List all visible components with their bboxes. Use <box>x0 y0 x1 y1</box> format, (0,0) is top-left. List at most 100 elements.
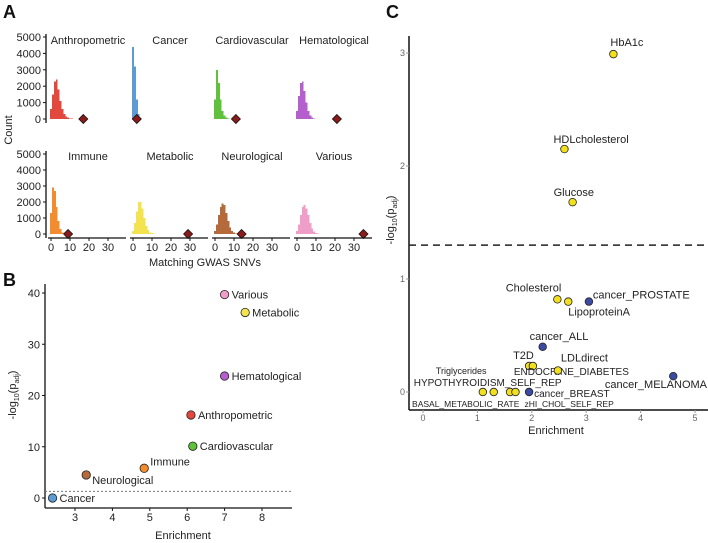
y-tick-label: 5000 <box>17 149 41 161</box>
point-ldldirect <box>553 366 563 375</box>
histogram-bar <box>225 213 228 234</box>
point-anthropometric <box>186 410 196 420</box>
histogram-bar <box>225 117 228 119</box>
facet-title: Neurological <box>221 151 282 163</box>
observed-diamond <box>331 113 342 125</box>
histogram-bar <box>57 221 60 234</box>
histogram-bar <box>67 117 70 119</box>
facet-cardiovascular: Cardiovascular <box>214 35 289 125</box>
histogram-bar <box>231 230 234 234</box>
x-tick-label: 7 <box>222 512 228 524</box>
histogram-bar <box>51 187 54 234</box>
histogram-bar <box>59 229 62 234</box>
histogram-bar <box>311 228 314 234</box>
histogram-bar <box>307 110 310 119</box>
histogram-bar <box>296 110 298 119</box>
y-tick-label: 0 <box>400 387 405 397</box>
point-label: Neurological <box>92 475 153 487</box>
facet-metabolic: Metabolic 0 10 20 30 <box>130 151 208 254</box>
histogram-bar <box>149 232 152 234</box>
histogram-bar <box>143 218 146 234</box>
x-tick-label: 30 <box>184 242 196 254</box>
observed-diamond <box>358 228 369 240</box>
histogram-bar <box>65 116 68 119</box>
y-axis-title-part: ) <box>7 371 19 375</box>
point-label: LDLdirect <box>561 353 608 365</box>
x-tick-label: 5 <box>147 512 153 524</box>
histogram-bar <box>53 190 56 234</box>
x-axis-title: Matching GWAS SNVs <box>149 257 262 269</box>
histogram-bar <box>132 46 134 120</box>
y-axis-title-part: -log <box>385 226 397 244</box>
point-hematological <box>220 371 230 381</box>
point-label: HDLcholesterol <box>553 134 628 146</box>
x-tick-label: 2 <box>529 413 534 423</box>
y-tick-label: 2000 <box>17 197 41 209</box>
facet-title: Immune <box>68 151 108 163</box>
histogram-bar <box>301 206 304 234</box>
y-tick-label: 10 <box>28 442 40 454</box>
x-tick-label: 0 <box>48 242 54 254</box>
histogram-bar <box>215 224 218 234</box>
x-tick-label: 4 <box>638 413 643 423</box>
facet-cancer: Cancer <box>131 35 188 125</box>
x-tick-label: 0 <box>130 242 136 254</box>
observed-diamond <box>230 113 241 125</box>
x-tick-label: 0 <box>420 413 425 423</box>
y-tick-label: 20 <box>28 391 40 403</box>
x-tick-label: 30 <box>348 242 360 254</box>
point-cholesterol <box>553 295 562 304</box>
x-tick-label: 3 <box>584 413 589 423</box>
point-label: Various <box>232 290 269 302</box>
x-tick-label: 20 <box>329 242 341 254</box>
point-label: HbA1c <box>610 37 644 49</box>
histogram-bar <box>299 214 302 234</box>
panel-a-histograms: 0100020003000400050000100020003000400050… <box>3 32 372 269</box>
histogram-bar <box>215 69 218 119</box>
point-endocrine-diabetes <box>528 361 538 371</box>
y-tick-label: 30 <box>28 339 40 351</box>
histogram-bar <box>309 222 312 234</box>
x-tick-label: 6 <box>184 512 190 524</box>
histogram-bar <box>223 115 226 119</box>
histogram-bar <box>214 99 216 119</box>
histogram-bar <box>137 202 140 234</box>
histogram-bar <box>221 203 224 234</box>
point-hypothyroidism-self-rep <box>489 387 498 397</box>
histogram-bar <box>133 222 136 234</box>
histogram-bar <box>57 89 60 119</box>
histogram-bar <box>303 205 306 234</box>
x-tick-label: 20 <box>247 242 259 254</box>
histogram-bar <box>139 202 142 234</box>
histogram-bar <box>219 206 222 234</box>
histogram-bar <box>214 230 216 234</box>
histogram-bar <box>132 230 134 234</box>
y-tick-label: 2000 <box>17 81 41 93</box>
point-label: T2D <box>513 350 534 362</box>
facet-title: Hematological <box>299 35 369 47</box>
y-tick-label: 0 <box>35 229 41 241</box>
histogram-bar <box>299 82 302 119</box>
point-label: ENDOCRINE_DIABETES <box>514 367 629 378</box>
y-tick-label: 3 <box>400 48 405 58</box>
point-label: Cardiovascular <box>200 441 274 453</box>
y-tick-label: 5000 <box>17 32 41 44</box>
histogram-bar <box>311 117 314 119</box>
histogram-bar <box>229 227 232 234</box>
y-tick-label: 4000 <box>17 48 41 60</box>
y-axis-title: -log10(padj) <box>7 371 21 420</box>
histogram-bar <box>145 226 148 234</box>
y-axis-title-part: -log <box>7 401 19 419</box>
x-axis-title: Enrichment <box>528 425 584 437</box>
histogram-bar <box>147 230 150 234</box>
facet-immune: Immune 0 10 20 30 <box>48 151 126 254</box>
histogram-bar <box>63 114 66 119</box>
observed-diamond <box>183 228 194 240</box>
histogram-bar <box>313 231 316 234</box>
point-label: LipoproteinA <box>568 307 630 319</box>
point-lipoproteina <box>564 297 573 306</box>
histogram-bar <box>296 230 298 234</box>
x-tick-label: 0 <box>212 242 218 254</box>
histogram-bar <box>219 99 222 119</box>
